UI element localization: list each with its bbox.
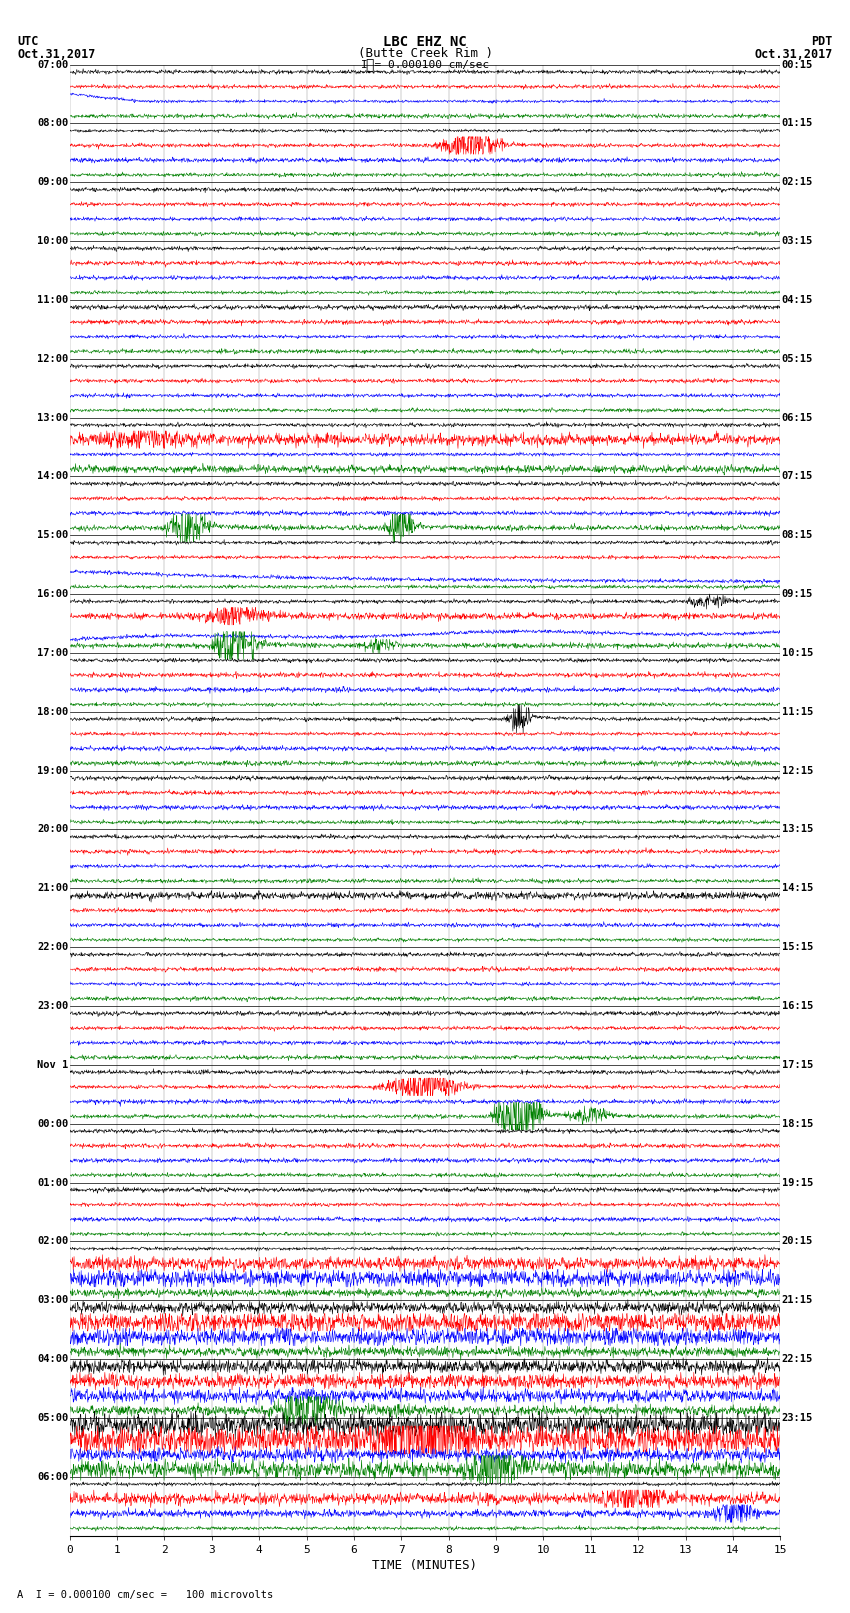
Text: 18:15: 18:15 <box>782 1119 813 1129</box>
Text: 08:15: 08:15 <box>782 531 813 540</box>
Text: 20:15: 20:15 <box>782 1237 813 1247</box>
Text: Nov 1: Nov 1 <box>37 1060 68 1069</box>
Text: 06:15: 06:15 <box>782 413 813 423</box>
Text: 21:00: 21:00 <box>37 884 68 894</box>
Text: 02:00: 02:00 <box>37 1237 68 1247</box>
Text: 20:00: 20:00 <box>37 824 68 834</box>
Text: 18:00: 18:00 <box>37 706 68 716</box>
Text: 22:15: 22:15 <box>782 1353 813 1365</box>
Text: 10:15: 10:15 <box>782 648 813 658</box>
Text: 02:15: 02:15 <box>782 177 813 187</box>
Text: 07:15: 07:15 <box>782 471 813 481</box>
Text: (Butte Creek Rim ): (Butte Creek Rim ) <box>358 47 492 60</box>
Text: 08:00: 08:00 <box>37 118 68 129</box>
Text: 04:00: 04:00 <box>37 1353 68 1365</box>
Text: A  I = 0.000100 cm/sec =   100 microvolts: A I = 0.000100 cm/sec = 100 microvolts <box>17 1590 273 1600</box>
Text: 15:15: 15:15 <box>782 942 813 952</box>
Text: 19:15: 19:15 <box>782 1177 813 1187</box>
Text: UTC: UTC <box>17 35 38 48</box>
Text: 12:15: 12:15 <box>782 766 813 776</box>
Text: 13:00: 13:00 <box>37 413 68 423</box>
Text: 16:00: 16:00 <box>37 589 68 598</box>
Text: 03:15: 03:15 <box>782 235 813 247</box>
Text: 12:00: 12:00 <box>37 353 68 363</box>
Text: 01:00: 01:00 <box>37 1177 68 1187</box>
Text: 14:00: 14:00 <box>37 471 68 481</box>
Text: 17:00: 17:00 <box>37 648 68 658</box>
Text: 14:15: 14:15 <box>782 884 813 894</box>
Text: 04:15: 04:15 <box>782 295 813 305</box>
Text: 22:00: 22:00 <box>37 942 68 952</box>
Text: 23:00: 23:00 <box>37 1002 68 1011</box>
Text: Oct.31,2017: Oct.31,2017 <box>755 48 833 61</box>
Text: 21:15: 21:15 <box>782 1295 813 1305</box>
Text: PDT: PDT <box>812 35 833 48</box>
Text: 01:15: 01:15 <box>782 118 813 129</box>
Text: 19:00: 19:00 <box>37 766 68 776</box>
Text: LBC EHZ NC: LBC EHZ NC <box>383 35 467 50</box>
Text: 09:00: 09:00 <box>37 177 68 187</box>
Text: 05:15: 05:15 <box>782 353 813 363</box>
Text: 00:00: 00:00 <box>37 1119 68 1129</box>
X-axis label: TIME (MINUTES): TIME (MINUTES) <box>372 1558 478 1571</box>
Text: ⎸: ⎸ <box>366 58 374 73</box>
Text: 23:15: 23:15 <box>782 1413 813 1423</box>
Text: 10:00: 10:00 <box>37 235 68 247</box>
Text: 07:00: 07:00 <box>37 60 68 69</box>
Text: 11:00: 11:00 <box>37 295 68 305</box>
Text: 15:00: 15:00 <box>37 531 68 540</box>
Text: 11:15: 11:15 <box>782 706 813 716</box>
Text: 05:00: 05:00 <box>37 1413 68 1423</box>
Text: 17:15: 17:15 <box>782 1060 813 1069</box>
Text: 06:00: 06:00 <box>37 1471 68 1482</box>
Text: 09:15: 09:15 <box>782 589 813 598</box>
Text: 03:00: 03:00 <box>37 1295 68 1305</box>
Text: I = 0.000100 cm/sec: I = 0.000100 cm/sec <box>361 60 489 69</box>
Text: 00:15: 00:15 <box>782 60 813 69</box>
Text: 13:15: 13:15 <box>782 824 813 834</box>
Text: Oct.31,2017: Oct.31,2017 <box>17 48 95 61</box>
Text: 16:15: 16:15 <box>782 1002 813 1011</box>
